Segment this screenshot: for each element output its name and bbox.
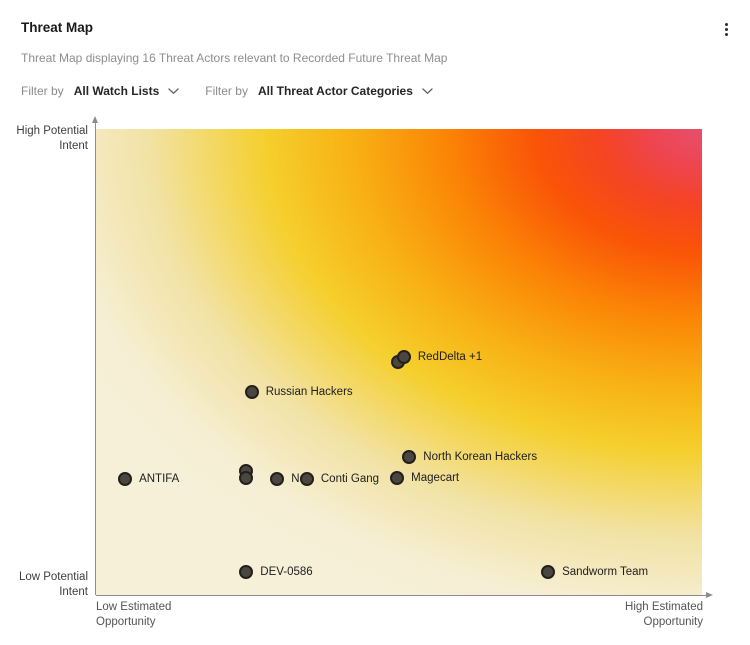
threat-actor-categories-dropdown[interactable]: All Threat Actor Categories bbox=[258, 84, 433, 98]
threat-actor-dot[interactable] bbox=[239, 471, 254, 486]
threat-actor-point[interactable]: Conti Gang bbox=[299, 471, 379, 486]
threat-actor-dot[interactable] bbox=[239, 565, 254, 580]
x-axis-max-label: High Estimated Opportunity bbox=[625, 601, 703, 628]
threat-actor-point[interactable]: Russian Hackers bbox=[244, 384, 353, 399]
watch-lists-dropdown[interactable]: All Watch Lists bbox=[74, 84, 180, 98]
chart-description: Threat Map displaying 16 Threat Actors r… bbox=[21, 51, 448, 65]
filter-by-label: Filter by bbox=[21, 84, 64, 98]
plot-area: ANTIFA Russian Hackers Ne Conti Gang Magecar… bbox=[96, 129, 702, 595]
filter-bar: Filter by All Watch Lists Filter by All … bbox=[21, 84, 433, 98]
y-axis-line bbox=[95, 123, 96, 595]
watch-lists-value: All Watch Lists bbox=[73, 84, 160, 98]
filter-by-label: Filter by bbox=[205, 84, 248, 98]
threat-actor-dot[interactable] bbox=[270, 471, 285, 486]
threat-actor-dot[interactable] bbox=[299, 471, 314, 486]
threat-actor-point[interactable]: DEV-0586 bbox=[239, 565, 313, 580]
threat-actor-point[interactable]: ANTIFA bbox=[118, 471, 179, 486]
threat-actor-label: Magecart bbox=[411, 472, 460, 485]
page-title: Threat Map bbox=[21, 20, 94, 35]
threat-actor-dot[interactable] bbox=[402, 450, 417, 465]
chevron-down-icon bbox=[168, 87, 179, 94]
threat-actor-label: Sandworm Team bbox=[562, 566, 649, 579]
threat-actor-label: RedDelta +1 bbox=[417, 350, 483, 363]
threat-actor-point[interactable]: RedDelta +1 bbox=[390, 349, 482, 369]
y-axis-max-label: High Potential Intent bbox=[16, 125, 88, 152]
threat-actor-label: North Korean Hackers bbox=[423, 451, 538, 464]
threat-actor-dot[interactable] bbox=[118, 471, 133, 486]
threat-actor-label: Conti Gang bbox=[320, 472, 380, 485]
threat-actor-dot[interactable] bbox=[541, 565, 556, 580]
threat-actor-dot[interactable] bbox=[396, 349, 411, 364]
threat-actor-dot[interactable] bbox=[390, 471, 405, 486]
category-filter-group: Filter by All Threat Actor Categories bbox=[205, 84, 433, 98]
threat-actor-point[interactable] bbox=[239, 464, 254, 486]
threat-actor-label: DEV-0586 bbox=[260, 566, 313, 579]
threat-actor-label: Russian Hackers bbox=[265, 385, 353, 398]
header: Threat Map bbox=[21, 20, 734, 39]
x-axis-arrow-icon bbox=[706, 592, 713, 598]
x-axis-line bbox=[96, 595, 708, 596]
y-axis-min-label: Low Potential Intent bbox=[18, 571, 88, 598]
watch-list-filter-group: Filter by All Watch Lists bbox=[21, 84, 179, 98]
threat-actor-point[interactable]: Magecart bbox=[390, 471, 459, 486]
chevron-down-icon bbox=[422, 87, 433, 94]
kebab-menu-icon[interactable] bbox=[719, 20, 734, 39]
threat-actor-point[interactable]: North Korean Hackers bbox=[402, 450, 537, 465]
threat-actor-label: ANTIFA bbox=[139, 472, 180, 485]
x-axis-min-label: Low Estimated Opportunity bbox=[96, 601, 172, 628]
threat-actor-point[interactable]: Sandworm Team bbox=[541, 565, 648, 580]
threat-actor-categories-value: All Threat Actor Categories bbox=[257, 84, 413, 98]
threat-actor-point[interactable]: Ne bbox=[270, 471, 306, 486]
threat-actor-dot[interactable] bbox=[244, 384, 259, 399]
y-axis-arrow-icon bbox=[92, 116, 98, 123]
